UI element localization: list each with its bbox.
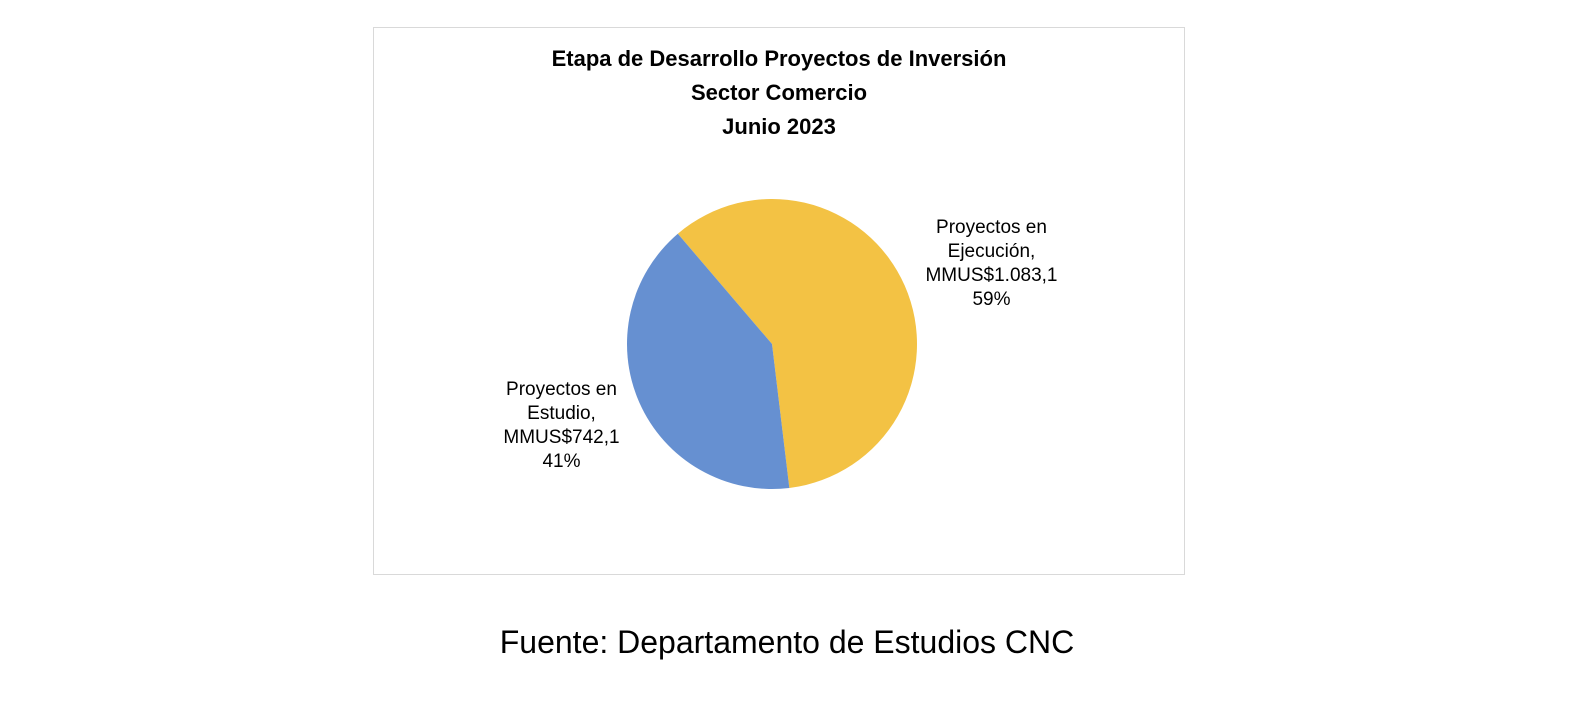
- chart-title-line-1: Etapa de Desarrollo Proyectos de Inversi…: [551, 46, 1007, 71]
- data-label-estudio-line-3: MMUS$742,1: [503, 427, 620, 448]
- data-label-ejecucion-line-2: Ejecución,: [947, 241, 1036, 262]
- chart-title: Etapa de Desarrollo Proyectos de Inversi…: [374, 42, 1184, 144]
- chart-title-line-2: Sector Comercio: [690, 80, 868, 105]
- source-caption: Fuente: Departamento de Estudios CNC: [499, 624, 1075, 660]
- data-label-ejecucion-line-3: MMUS$1.083,1: [925, 265, 1058, 286]
- data-label-estudio-line-1: Proyectos en: [506, 379, 617, 400]
- chart-title-line-3: Junio 2023: [722, 114, 836, 139]
- data-label-ejecucion-line-1: Proyectos en: [936, 217, 1047, 238]
- pie-slice-ejecucion: [677, 199, 917, 488]
- pie-chart: [627, 199, 917, 490]
- data-label-estudio-line-4: 41%: [542, 451, 581, 472]
- data-label-estudio-line-2: Estudio,: [527, 403, 596, 424]
- data-label-estudio: Proyectos en Estudio, MMUS$742,1 41%: [484, 378, 639, 474]
- data-label-ejecucion-line-4: 59%: [972, 289, 1011, 310]
- pie-slice-estudio: [627, 233, 790, 490]
- data-label-ejecucion: Proyectos en Ejecución, MMUS$1.083,1 59%: [914, 216, 1069, 312]
- chart-area: Etapa de Desarrollo Proyectos de Inversi…: [373, 27, 1185, 575]
